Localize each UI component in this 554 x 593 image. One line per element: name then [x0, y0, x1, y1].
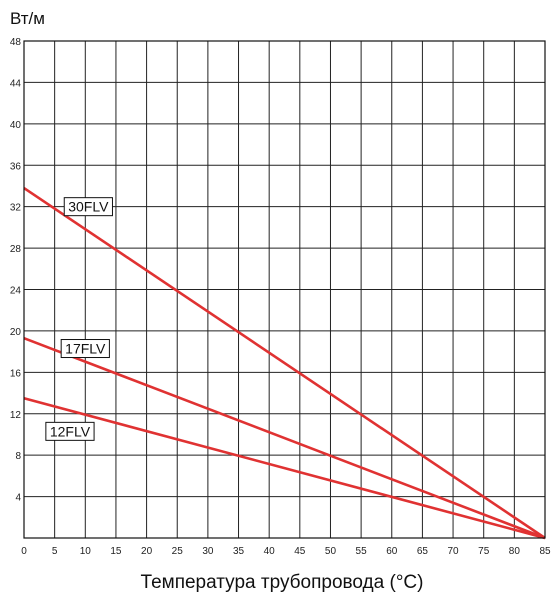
series-line-12FLV	[23, 396, 546, 540]
x-tick-label-11: 55	[356, 546, 368, 557]
x-tick-label-6: 30	[202, 546, 214, 557]
x-tick-label-15: 75	[478, 546, 490, 557]
series-label-box	[63, 197, 113, 217]
x-axis-label: Температура трубопровода (°C)	[141, 572, 424, 593]
x-tick-label-5: 25	[172, 546, 184, 557]
x-tick-label-10: 50	[325, 546, 337, 557]
x-tick-label-12: 60	[386, 546, 398, 557]
plot-frame	[23, 40, 546, 539]
series-label-12FLV: 12FLV	[45, 421, 95, 441]
x-tick-labels: 0 5 10 15 20 25 30 35 40 45 50 55 60 65 70 75 80 85	[21, 546, 551, 557]
chart-series-group	[23, 186, 546, 540]
series-label-text: 17FLV	[65, 341, 106, 357]
y-tick-label-5: 24	[10, 286, 22, 297]
series-labels: 30FLV 17FLV 12FLV	[45, 197, 113, 441]
x-tick-label-1: 5	[52, 546, 58, 557]
y-tick-label-11: 48	[10, 37, 22, 48]
series-label-17FLV: 17FLV	[60, 339, 110, 359]
y-tick-label-3: 16	[10, 368, 22, 379]
x-tick-label-2: 10	[80, 546, 92, 557]
y-tick-label-6: 28	[10, 244, 22, 255]
x-tick-label-17: 85	[539, 546, 551, 557]
y-tick-label-1: 8	[15, 451, 21, 462]
x-tick-label-8: 40	[264, 546, 276, 557]
y-tick-label-9: 40	[10, 120, 22, 131]
series-label-30FLV: 30FLV	[63, 197, 113, 217]
series-line-30FLV	[23, 186, 546, 540]
y-tick-label-10: 44	[10, 78, 22, 89]
y-tick-label-0: 4	[15, 493, 21, 504]
y-axis-label: Вт/м	[10, 9, 45, 28]
x-tick-label-9: 45	[294, 546, 306, 557]
x-tick-label-16: 80	[509, 546, 521, 557]
series-label-box	[60, 339, 110, 359]
y-tick-label-4: 20	[10, 327, 22, 338]
x-tick-label-14: 70	[447, 546, 459, 557]
x-tick-label-7: 35	[233, 546, 245, 557]
series-label-box	[45, 421, 95, 441]
y-tick-label-8: 36	[10, 161, 22, 172]
series-label-text: 12FLV	[50, 423, 91, 439]
series-line-17FLV	[23, 336, 546, 540]
series-label-text: 30FLV	[68, 199, 109, 215]
x-tick-label-13: 65	[417, 546, 429, 557]
chart-grid	[23, 40, 546, 538]
x-tick-label-4: 20	[141, 546, 153, 557]
x-tick-label-0: 0	[21, 546, 27, 557]
y-tick-label-2: 12	[10, 410, 22, 421]
y-tick-label-7: 32	[10, 203, 22, 214]
x-tick-label-3: 15	[110, 546, 122, 557]
